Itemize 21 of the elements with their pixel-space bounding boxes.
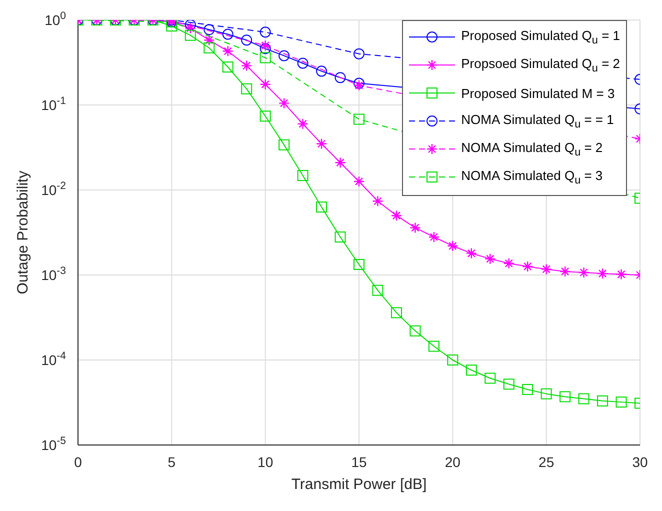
x-tick-label: 30 bbox=[632, 454, 648, 470]
x-tick-label: 20 bbox=[444, 454, 461, 470]
y-tick-label: 10$^{-3}$ bbox=[41, 265, 66, 283]
x-tick-label: 10 bbox=[258, 454, 274, 470]
legend-label: NOMA Simulated Q$_{u}$ = 2 bbox=[461, 140, 603, 158]
y-tick-label: 10$^{0}$ bbox=[44, 10, 66, 28]
legend-label: Proposed Simulated Q$_{u}$ = 1 bbox=[461, 28, 620, 46]
y-tick-label: 10$^{-2}$ bbox=[41, 180, 66, 198]
legend-label: Proposed Simulated M = 3 bbox=[461, 86, 615, 100]
legend-label: NOMA Simulated Q$_{u}$ = = 1 bbox=[461, 112, 614, 130]
x-tick-label: 15 bbox=[351, 454, 367, 470]
y-tick-label: 10$^{-1}$ bbox=[41, 95, 66, 113]
legend-label: Propsoed Simulated Q$_{u}$ = 2 bbox=[461, 56, 620, 74]
y-tick-label: 10$^{-4}$ bbox=[41, 350, 66, 368]
y-axis-title: Outage Probability bbox=[14, 170, 32, 294]
legend-label: NOMA Simulated Q$_{u}$ = 3 bbox=[461, 168, 603, 186]
x-tick-label: 0 bbox=[74, 454, 82, 470]
x-axis-title: Transmit Power [dB] bbox=[291, 476, 427, 493]
x-tick-label: 5 bbox=[168, 454, 176, 470]
y-tick-label: 10$^{-5}$ bbox=[41, 435, 66, 453]
x-tick-label: 25 bbox=[538, 454, 554, 470]
